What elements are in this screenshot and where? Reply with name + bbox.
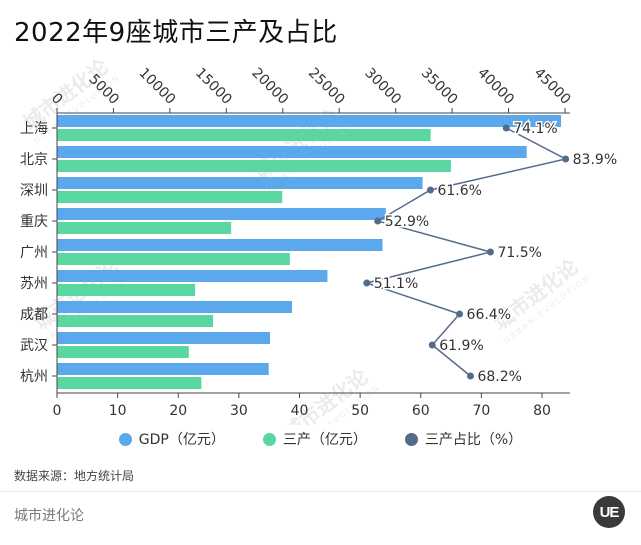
share-point	[426, 186, 434, 194]
top-axis-tick-label: 20000	[248, 65, 291, 108]
bottom-axis-tick-label: 30	[230, 403, 248, 419]
tertiary-bar	[57, 160, 451, 172]
share-data-label: 61.9%	[439, 338, 483, 354]
legend-label-share: 三产占比（%）	[424, 432, 523, 448]
brand-logo: UE	[593, 496, 625, 528]
top-axis-tick-label: 45000	[531, 65, 574, 108]
top-axis-tick-label: 15000	[192, 65, 235, 108]
gdp-bar	[57, 363, 269, 375]
share-point	[486, 248, 494, 256]
bottom-axis-tick-label: 0	[53, 403, 62, 419]
data-source-note: 数据来源：地方统计局	[14, 469, 135, 483]
gdp-bar	[57, 239, 383, 251]
category-label: 杭州	[20, 369, 48, 385]
bottom-axis-tick-label: 10	[109, 403, 127, 419]
top-axis: 0 5000 10000 15000 20000 25000 30000 35000 40000…	[48, 65, 574, 114]
category-label: 上海	[20, 121, 48, 137]
share-data-label: 61.6%	[437, 183, 481, 199]
tertiary-bar	[57, 346, 189, 358]
bar-layer	[57, 115, 562, 389]
chart-title: 2022年9座城市三产及占比	[14, 18, 338, 48]
category-label: 深圳	[20, 183, 48, 199]
bottom-axis: 0 10 20 30 40 50 60 70 80	[53, 392, 570, 419]
legend-label-gdp: GDP（亿元）	[138, 432, 225, 448]
share-point	[374, 217, 382, 225]
share-point	[363, 279, 371, 287]
top-axis-tick-label: 10000	[136, 65, 179, 108]
tertiary-bar	[57, 315, 214, 327]
gdp-bar	[57, 177, 423, 189]
tertiary-bar	[57, 253, 290, 265]
share-data-label: 74.1%	[513, 121, 557, 137]
share-point	[502, 124, 510, 132]
share-point	[456, 310, 464, 318]
bottom-axis-tick-label: 60	[412, 403, 430, 419]
legend-item-gdp: GDP（亿元）	[118, 429, 225, 449]
legend: GDP（亿元） 三产（亿元） 三产占比（%）	[0, 429, 641, 449]
category-label: 苏州	[20, 276, 48, 292]
category-label: 重庆	[20, 214, 48, 230]
gdp-bar	[57, 208, 386, 220]
top-axis-tick-label: 35000	[418, 65, 461, 108]
legend-swatch-tertiary	[262, 432, 276, 446]
tertiary-bar	[57, 377, 202, 389]
legend-item-share: 三产占比（%）	[404, 429, 523, 449]
share-point	[562, 155, 570, 163]
share-data-label: 52.9%	[385, 214, 429, 230]
category-label: 成都	[20, 307, 48, 323]
legend-label-tertiary: 三产（亿元）	[282, 432, 367, 448]
gdp-bar	[57, 301, 293, 313]
top-axis-tick-label: 40000	[474, 65, 517, 108]
tertiary-bar	[57, 222, 232, 234]
share-point	[428, 341, 436, 349]
tertiary-bar	[57, 191, 283, 203]
share-line-layer: 74.1% 83.9% 61.6% 52.9% 71.5% 51.1% 66.4% 61.9%…	[363, 120, 619, 387]
legend-swatch-gdp	[118, 432, 132, 446]
legend-swatch-share	[404, 432, 418, 446]
bottom-axis-tick-label: 20	[169, 403, 187, 419]
bottom-axis-tick-label: 70	[472, 403, 490, 419]
footer-divider	[0, 491, 641, 492]
gdp-bar	[57, 270, 328, 282]
category-label: 广州	[20, 245, 48, 261]
share-data-label: 66.4%	[467, 307, 511, 323]
category-label: 北京	[20, 152, 48, 168]
tertiary-bar	[57, 129, 431, 141]
bottom-axis-tick-label: 40	[291, 403, 309, 419]
share-data-label: 68.2%	[477, 369, 521, 385]
share-data-label: 83.9%	[573, 152, 617, 168]
share-point	[466, 372, 474, 380]
share-data-label: 71.5%	[497, 245, 541, 261]
category-label: 武汉	[20, 338, 48, 354]
gdp-bar	[57, 332, 270, 344]
top-axis-tick-label: 25000	[305, 65, 348, 108]
tertiary-bar	[57, 284, 196, 296]
top-axis-tick-label: 30000	[361, 65, 404, 108]
bottom-axis-tick-label: 80	[533, 403, 551, 419]
gdp-bar	[57, 115, 562, 127]
share-data-label: 51.1%	[374, 276, 418, 292]
legend-item-tertiary: 三产（亿元）	[262, 429, 367, 449]
brand-name: 城市进化论	[14, 508, 84, 524]
gdp-bar	[57, 146, 527, 158]
bottom-axis-tick-label: 50	[351, 403, 369, 419]
